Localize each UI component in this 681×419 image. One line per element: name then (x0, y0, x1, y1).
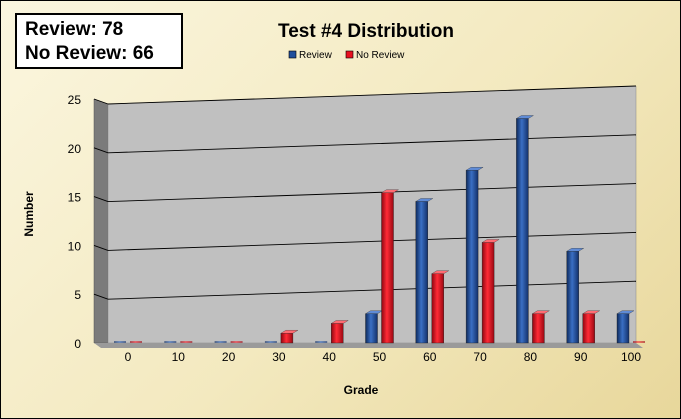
gridlines (93, 85, 637, 300)
gridline-side (93, 293, 109, 300)
bar-no-review-90 (582, 310, 601, 344)
back-wall (107, 85, 637, 344)
gridline (107, 183, 637, 203)
bar-no-review-10 (180, 341, 193, 343)
x-tick-label: 50 (373, 350, 387, 364)
gridline-side (93, 244, 109, 251)
y-tick-label: 5 (74, 288, 81, 302)
x-tick-label: 90 (574, 350, 588, 364)
x-tick-label: 40 (323, 350, 337, 364)
legend-label-review: Review (299, 50, 333, 61)
y-tick-label: 10 (68, 239, 82, 253)
legend-swatch-no-review (345, 50, 354, 59)
legend-label-no-review: No Review (356, 50, 405, 61)
y-axis-label: Number (22, 191, 36, 237)
x-axis-ticks: 0 10 20 30 40 50 60 70 80 90 100 (125, 350, 642, 364)
gridline (107, 280, 637, 300)
bar-no-review-40 (330, 320, 349, 344)
bar-review-60 (415, 198, 434, 344)
bar-no-review-20 (230, 341, 243, 343)
gridline (107, 231, 637, 251)
x-tick-label: 10 (172, 350, 186, 364)
gridline (107, 134, 637, 154)
no-review-score-text: No Review: 66 (25, 43, 154, 64)
y-tick-label: 25 (68, 93, 82, 107)
y-tick-label: 15 (68, 191, 82, 205)
bar-review-80 (515, 115, 534, 344)
x-axis-label: Grade (344, 383, 379, 397)
y-tick-label: 20 (68, 142, 82, 156)
floor (94, 343, 643, 348)
review-score-text: Review: 78 (25, 19, 124, 40)
bar-no-review-100 (633, 341, 645, 343)
x-tick-label: 80 (524, 350, 538, 364)
gridline (107, 85, 637, 105)
chart-title: Test #4 Distribution (278, 21, 454, 42)
bar-no-review-60 (431, 270, 450, 344)
x-tick-label: 60 (423, 350, 437, 364)
bar-review-100 (616, 310, 635, 344)
x-tick-label: 70 (473, 350, 487, 364)
x-tick-label: 30 (272, 350, 286, 364)
y-tick-label: 0 (74, 337, 81, 351)
bar-no-review-70 (481, 239, 500, 344)
bar-review-70 (465, 167, 484, 344)
bar-review-10 (164, 341, 177, 343)
side-wall (93, 98, 109, 344)
score-summary-box: Review: 78 No Review: 66 (15, 13, 183, 69)
gridline-side (93, 147, 109, 154)
bar-review-0 (114, 341, 126, 343)
bars-group (114, 115, 645, 344)
bar-no-review-30 (280, 330, 299, 344)
bar-no-review-50 (380, 189, 400, 344)
chart-legend: Review No Review (288, 50, 405, 61)
bar-review-30 (264, 341, 277, 343)
x-tick-label: 0 (125, 350, 132, 364)
bar-review-20 (214, 341, 227, 343)
x-tick-label: 100 (621, 350, 641, 364)
bar-no-review-0 (130, 341, 142, 343)
legend-swatch-review (288, 50, 297, 59)
bar-review-40 (315, 341, 328, 343)
bar-review-90 (566, 248, 585, 344)
y-axis-ticks: 0 5 10 15 20 25 (68, 93, 82, 351)
gridline-side (93, 196, 109, 203)
x-tick-label: 20 (222, 350, 236, 364)
gridline-side (93, 98, 109, 105)
bar-no-review-80 (531, 310, 550, 344)
